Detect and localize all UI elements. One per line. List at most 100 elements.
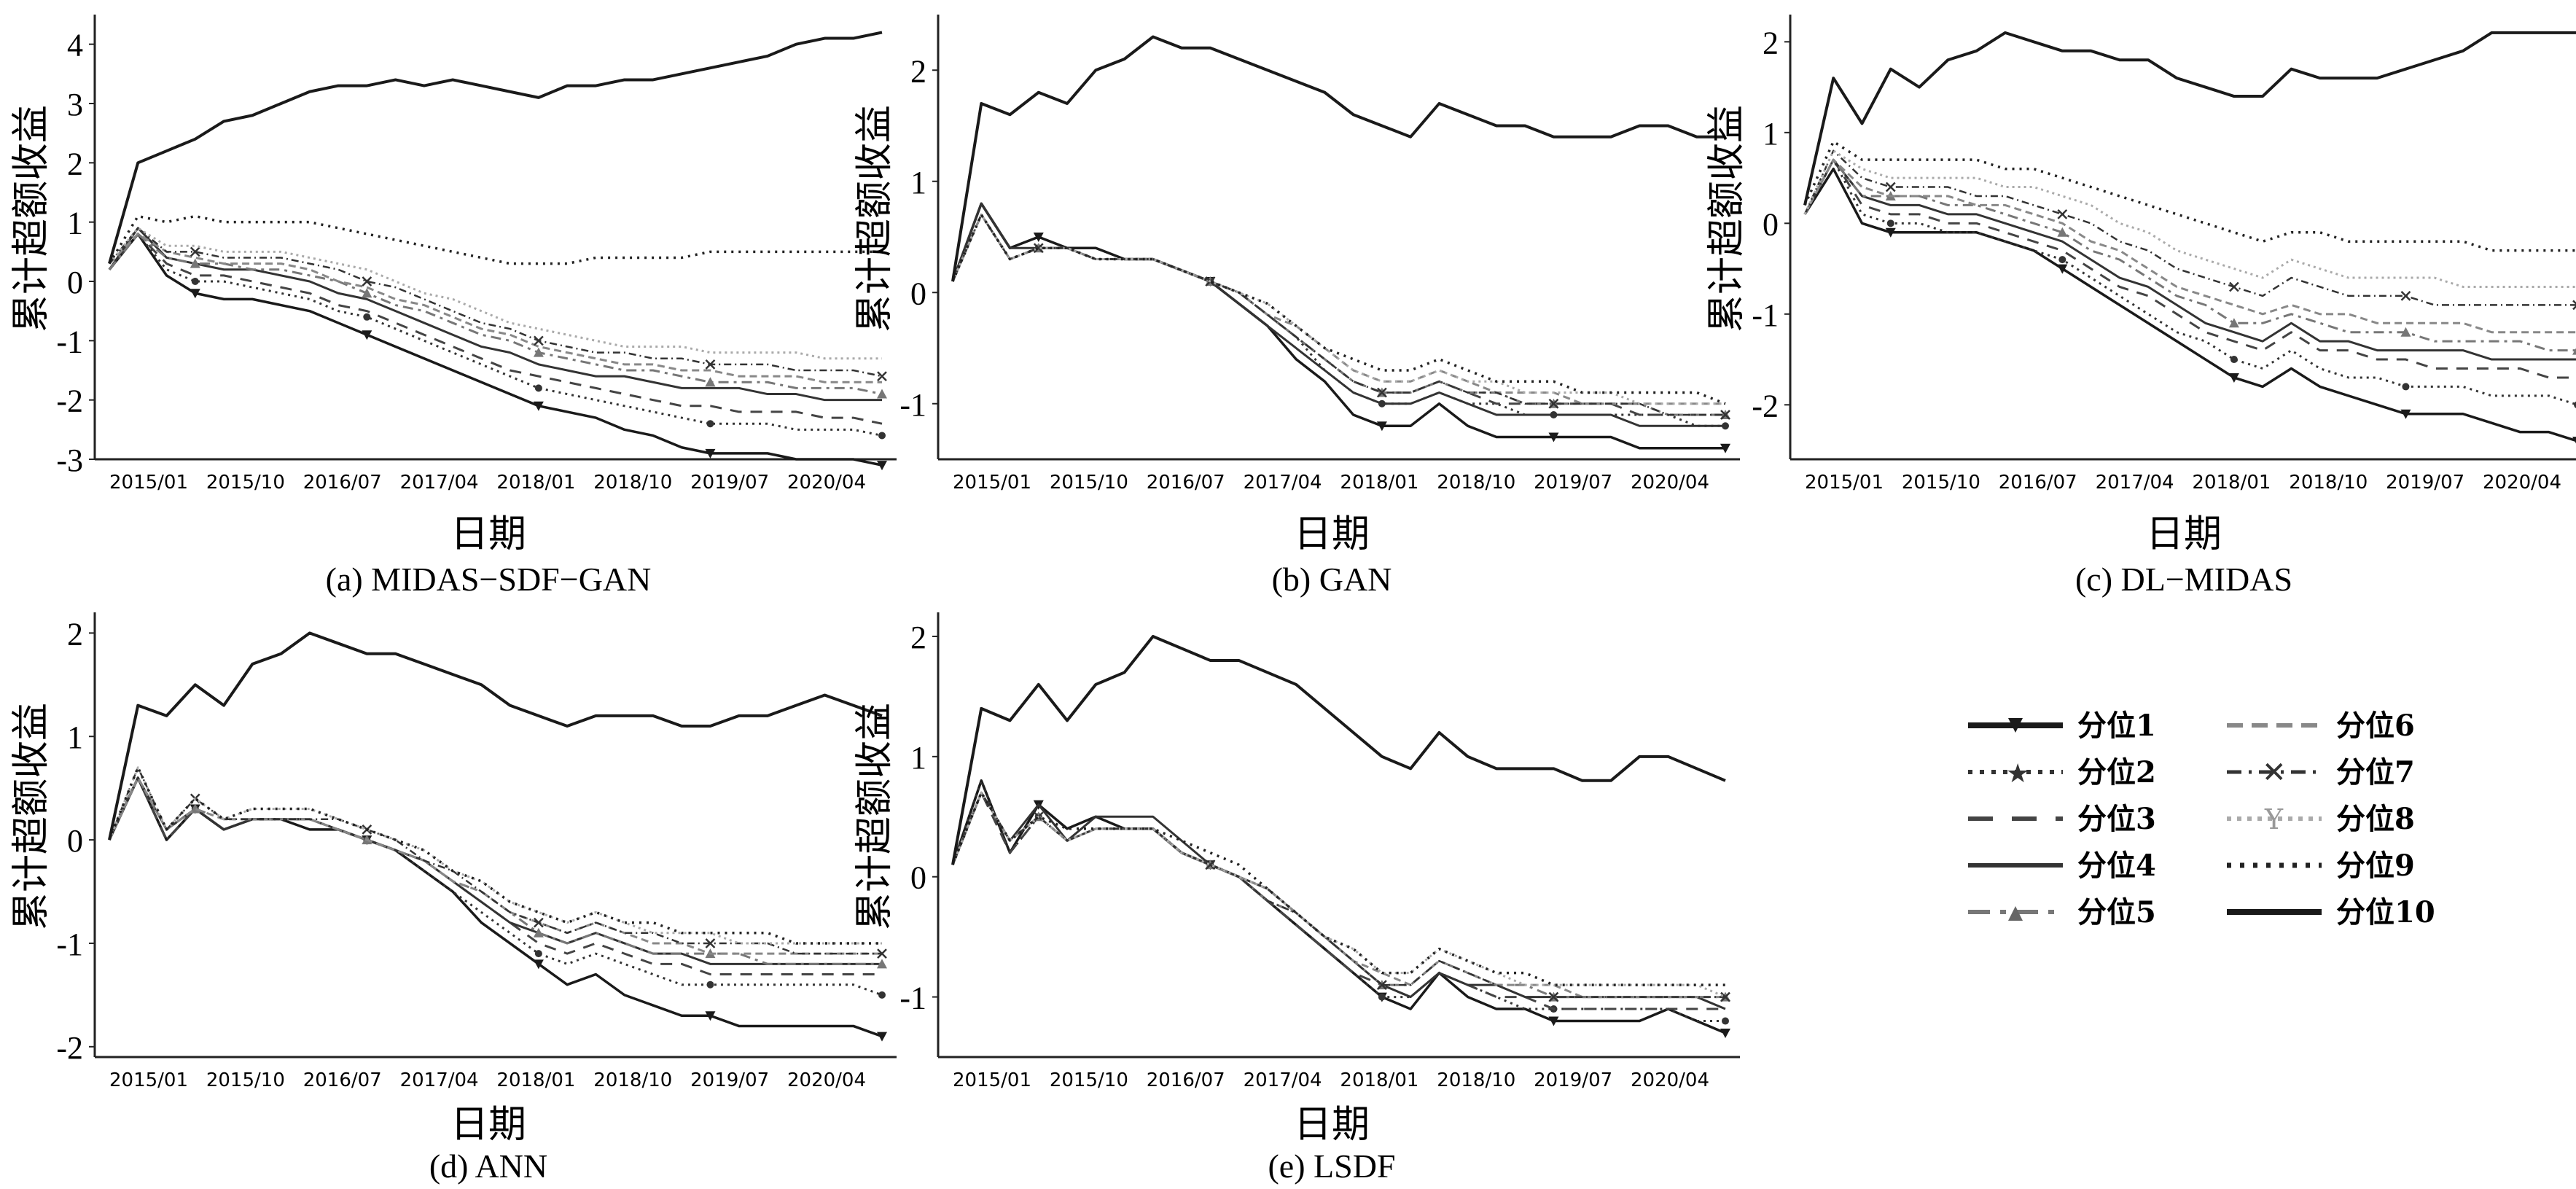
x-tick-label: 2017/04 bbox=[400, 472, 479, 494]
x-tick-label: 2015/10 bbox=[206, 472, 285, 494]
series-line-8 bbox=[951, 214, 1725, 405]
x-tick-label: 2017/04 bbox=[1244, 472, 1322, 494]
x-tick-label: 2015/10 bbox=[1050, 1069, 1128, 1091]
point-marker bbox=[534, 917, 544, 928]
series-line-4 bbox=[1803, 158, 2576, 361]
legend: 分位1 ★ 分位2 分位3 分位4 分位5 分位6 ✕ 分位7 bbox=[1968, 709, 2435, 929]
point-marker bbox=[877, 959, 887, 969]
x-tick-label: 2018/10 bbox=[593, 472, 672, 494]
point-marker bbox=[534, 950, 542, 958]
legend-label: 分位4 bbox=[2077, 849, 2156, 883]
point-marker bbox=[705, 377, 716, 387]
legend-label: 分位9 bbox=[2336, 849, 2415, 883]
legend-label: 分位7 bbox=[2336, 755, 2415, 790]
tri-marker-icon: Y bbox=[2264, 803, 2284, 835]
legend-label: 分位10 bbox=[2336, 895, 2435, 929]
point-marker bbox=[1720, 410, 1730, 420]
point-marker bbox=[1377, 980, 1387, 990]
series-line-7 bbox=[1803, 149, 2576, 306]
point-marker bbox=[1548, 1016, 1559, 1026]
x-tick-label: 2019/07 bbox=[690, 472, 769, 494]
x-tick-label: 2019/07 bbox=[1534, 472, 1612, 494]
legend-label: 分位2 bbox=[2077, 755, 2156, 790]
point-marker bbox=[2058, 256, 2066, 264]
series-line-4 bbox=[108, 776, 882, 965]
point-marker bbox=[534, 335, 544, 346]
x-tick-label: 2018/01 bbox=[1340, 472, 1418, 494]
legend-item-4: 分位4 bbox=[1968, 849, 2156, 883]
point-marker bbox=[2057, 208, 2068, 219]
point-marker bbox=[705, 448, 716, 459]
series-line-8 bbox=[951, 791, 1726, 998]
x-tick-label: 2016/07 bbox=[1147, 472, 1225, 494]
series-line-5 bbox=[951, 214, 1725, 416]
point-marker bbox=[1722, 1017, 1729, 1025]
y-tick-label: -2 bbox=[56, 1030, 83, 1066]
point-marker bbox=[2572, 300, 2576, 311]
y-tick-label: 2 bbox=[67, 146, 83, 182]
point-marker bbox=[878, 432, 886, 440]
x-tick-label: 2020/04 bbox=[787, 472, 866, 494]
y-tick-label: 0 bbox=[1763, 206, 1779, 242]
series-line-5 bbox=[108, 233, 883, 396]
point-marker bbox=[1885, 227, 1896, 238]
y-tick-label: -1 bbox=[899, 387, 926, 423]
x-tick-label: 2019/07 bbox=[690, 1069, 769, 1091]
y-tick-label: -1 bbox=[56, 927, 83, 962]
y-tick-label: 0 bbox=[910, 276, 926, 311]
legend-label: 分位3 bbox=[2077, 802, 2156, 836]
y-axis-label: 累计超额收益 bbox=[853, 703, 897, 930]
legend-item-9: 分位9 bbox=[2227, 849, 2415, 883]
panel-gan: -1 0 1 2 2015/01 2015/10 2016/07 2017/04 2018/01… bbox=[853, 15, 1740, 598]
point-marker bbox=[1033, 233, 1044, 242]
panel-dl-midas: -2 -1 0 1 2 2015/01 2015/10 2016/07 2017/04 2018/… bbox=[1705, 15, 2576, 598]
point-marker bbox=[533, 959, 544, 970]
x-tick-label: 2016/07 bbox=[1147, 1069, 1225, 1091]
x-tick-label: 2019/07 bbox=[1534, 1069, 1612, 1091]
x-tick-label: 2018/10 bbox=[2289, 472, 2368, 494]
point-marker bbox=[362, 288, 372, 298]
y-tick-label: 1 bbox=[67, 720, 83, 755]
x-tick-label: 2015/01 bbox=[109, 1069, 188, 1091]
point-marker bbox=[1378, 993, 1386, 1001]
series-line-3 bbox=[1803, 158, 2576, 379]
x-tick-label: 2015/01 bbox=[953, 1069, 1031, 1091]
series-line-1 bbox=[951, 202, 1725, 450]
y-tick-label: 1 bbox=[910, 165, 926, 200]
x-tick-label: 2017/04 bbox=[1244, 1069, 1322, 1091]
point-marker bbox=[2057, 264, 2068, 274]
point-marker bbox=[1376, 421, 1387, 432]
point-marker bbox=[2228, 373, 2239, 383]
y-tick-label: 1 bbox=[67, 206, 83, 241]
point-marker bbox=[878, 991, 886, 999]
plot-area: -3 -2 -1 0 1 2 3 4 2015/01 2015/10 2016/07 2017/04 2… bbox=[56, 15, 897, 494]
series-line-3 bbox=[108, 233, 883, 425]
x-tick-label: 2017/04 bbox=[2096, 472, 2174, 494]
x-tick-label: 2018/10 bbox=[1437, 1069, 1515, 1091]
y-axis-label: 累计超额收益 bbox=[9, 105, 53, 332]
series-line-5 bbox=[1803, 158, 2576, 352]
point-marker bbox=[2402, 383, 2410, 391]
x-tick-label: 2018/01 bbox=[1340, 1069, 1418, 1091]
x-axis-label: 日期 bbox=[1294, 1103, 1370, 1147]
series-line-6 bbox=[108, 233, 882, 383]
y-tick-label: 1 bbox=[910, 740, 926, 776]
legend-item-10: 分位10 bbox=[2227, 895, 2435, 929]
y-tick-label: 2 bbox=[910, 53, 926, 89]
point-marker bbox=[1033, 243, 1044, 254]
y-tick-label: 2 bbox=[910, 620, 926, 655]
y-tick-label: 0 bbox=[67, 823, 83, 859]
x-tick-label: 2019/07 bbox=[2386, 472, 2464, 494]
y-tick-label: 4 bbox=[67, 28, 83, 63]
x-tick-label: 2016/07 bbox=[303, 1069, 382, 1091]
point-marker bbox=[533, 401, 544, 411]
point-marker bbox=[2400, 327, 2411, 337]
panel-caption: (e) LSDF bbox=[1268, 1147, 1395, 1185]
y-tick-label: 3 bbox=[67, 87, 83, 122]
y-tick-label: 2 bbox=[67, 616, 83, 652]
x-axis-label: 日期 bbox=[1294, 512, 1370, 556]
legend-item-8: Y 分位8 bbox=[2227, 802, 2415, 836]
x-tick-label: 2018/01 bbox=[2192, 472, 2271, 494]
point-marker bbox=[2400, 409, 2411, 419]
